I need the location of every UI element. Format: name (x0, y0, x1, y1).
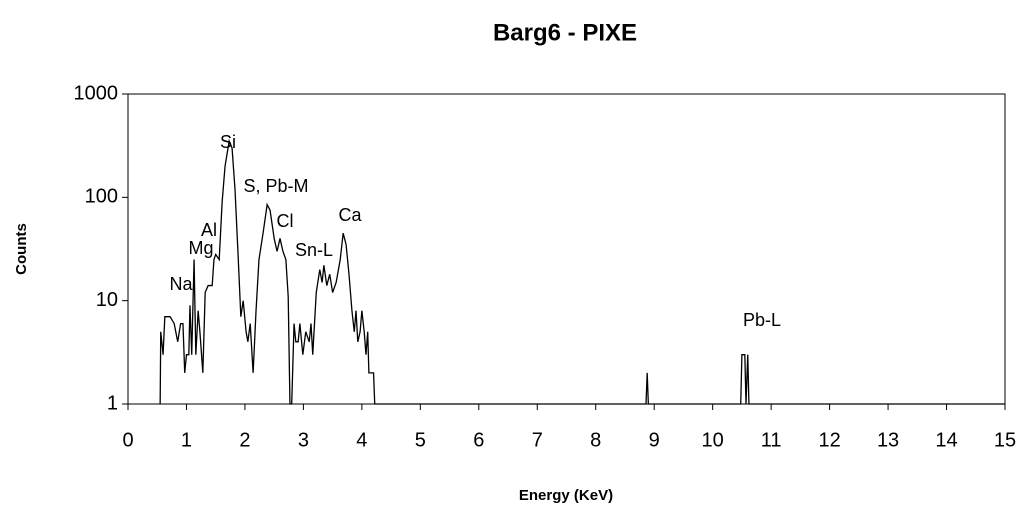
x-tick-label: 0 (122, 429, 133, 451)
x-tick-label: 4 (356, 429, 367, 451)
x-tick-label: 14 (935, 429, 957, 451)
peak-label: Mg (188, 238, 213, 258)
x-tick-label: 5 (415, 429, 426, 451)
chart-title: Barg6 - PIXE (493, 19, 637, 46)
peak-label: Si (220, 132, 236, 152)
peak-label: Ca (338, 205, 362, 225)
spectrum-line (159, 138, 1005, 405)
x-tick-label: 2 (239, 429, 250, 451)
y-tick-label: 1 (107, 392, 118, 414)
x-tick-label: 11 (761, 429, 782, 451)
x-tick-label: 8 (590, 429, 601, 451)
x-tick-label: 9 (649, 429, 660, 451)
x-tick-label: 15 (994, 429, 1016, 451)
peak-label: Sn-L (295, 240, 333, 260)
peak-label: Cl (277, 211, 294, 231)
x-tick-label: 12 (818, 429, 840, 451)
x-tick-label: 7 (532, 429, 543, 451)
plot-frame (127, 93, 1006, 405)
x-axis-label: Energy (KeV) (519, 487, 613, 504)
x-tick-label: 10 (702, 429, 724, 451)
x-tick-label: 1 (181, 429, 192, 451)
peak-label: Pb-L (743, 310, 781, 330)
x-tick-label: 6 (473, 429, 484, 451)
peak-label: Al (201, 220, 217, 240)
y-tick-label: 10 (96, 289, 118, 311)
x-tick-label: 13 (877, 429, 899, 451)
peak-label: S, Pb-M (243, 176, 308, 196)
peak-label: Na (169, 274, 193, 294)
y-tick-label: 1000 (74, 82, 119, 104)
y-axis-label: Counts (13, 223, 30, 275)
y-tick-label: 100 (85, 186, 118, 208)
x-tick-label: 3 (298, 429, 309, 451)
